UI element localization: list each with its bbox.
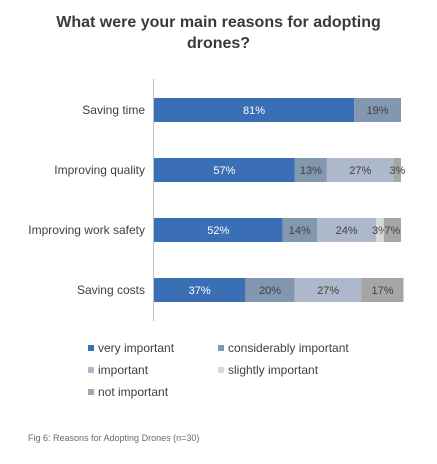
data-label-improving-quality-considerably-important: 13% bbox=[300, 165, 322, 177]
bar-improving-work-safety-very-important bbox=[154, 218, 283, 242]
legend-item-very-important: very important bbox=[88, 341, 174, 355]
category-label-improving-work-safety: Improving work safety bbox=[28, 223, 145, 237]
category-label-improving-quality: Improving quality bbox=[54, 163, 145, 177]
data-label-improving-work-safety-considerably-important: 14% bbox=[289, 225, 311, 237]
data-label-saving-costs-very-important: 37% bbox=[189, 285, 211, 297]
legend-swatch-very-important bbox=[88, 345, 94, 351]
bar-saving-time-very-important bbox=[154, 98, 355, 122]
data-label-improving-work-safety-important: 24% bbox=[336, 225, 358, 237]
bar-saving-costs-not-important bbox=[361, 278, 404, 302]
legend-item-considerably-important: considerably important bbox=[218, 341, 349, 355]
data-label-saving-costs-considerably-important: 20% bbox=[259, 285, 281, 297]
bar-improving-quality-very-important bbox=[154, 158, 295, 182]
bar-improving-work-safety-considerably-important bbox=[282, 218, 318, 242]
data-label-improving-work-safety-very-important: 52% bbox=[207, 225, 229, 237]
chart-title: What were your main reasons for adopting… bbox=[56, 14, 381, 52]
data-label-improving-quality-very-important: 57% bbox=[213, 165, 235, 177]
category-label-saving-time: Saving time bbox=[82, 103, 145, 117]
data-label-saving-time-considerably-important: 19% bbox=[367, 105, 389, 117]
legend-swatch-important bbox=[88, 367, 94, 373]
bar-saving-time-considerably-important bbox=[354, 98, 401, 122]
legend-label-not-important: not important bbox=[98, 385, 169, 399]
bar-improving-quality-important bbox=[326, 158, 394, 182]
legend-swatch-considerably-important bbox=[218, 345, 224, 351]
legend-label-slightly-important: slightly important bbox=[228, 363, 319, 377]
legend-item-important: important bbox=[88, 363, 148, 377]
figure-caption: Fig 6: Reasons for Adopting Drones (n=30… bbox=[28, 433, 200, 443]
category-label-saving-costs: Saving costs bbox=[77, 283, 145, 297]
bar-saving-costs-very-important bbox=[154, 278, 246, 302]
data-label-improving-quality-important: 27% bbox=[349, 165, 371, 177]
bar-improving-quality-considerably-important bbox=[294, 158, 327, 182]
legend-label-considerably-important: considerably important bbox=[228, 341, 349, 355]
legend-item-not-important: not important bbox=[88, 385, 168, 399]
data-label-saving-costs-not-important: 17% bbox=[371, 285, 393, 297]
legend-swatch-not-important bbox=[88, 389, 94, 395]
data-label-improving-quality-not-important: 3% bbox=[389, 165, 405, 177]
legend-label-very-important: very important bbox=[98, 341, 175, 355]
bar-saving-costs-important bbox=[294, 278, 362, 302]
legend-item-slightly-important: slightly important bbox=[218, 363, 318, 377]
bar-improving-work-safety-important bbox=[317, 218, 377, 242]
bar-improving-quality-not-important bbox=[393, 158, 401, 182]
legend-label-important: important bbox=[98, 363, 149, 377]
data-label-saving-costs-important: 27% bbox=[317, 285, 339, 297]
data-label-saving-time-very-important: 81% bbox=[243, 105, 265, 117]
data-label-improving-work-safety-not-important: 7% bbox=[384, 225, 400, 237]
bar-improving-work-safety-slightly-important bbox=[376, 218, 384, 242]
legend-swatch-slightly-important bbox=[218, 367, 224, 373]
bar-improving-work-safety-not-important bbox=[383, 218, 401, 242]
bar-saving-costs-considerably-important bbox=[245, 278, 295, 302]
